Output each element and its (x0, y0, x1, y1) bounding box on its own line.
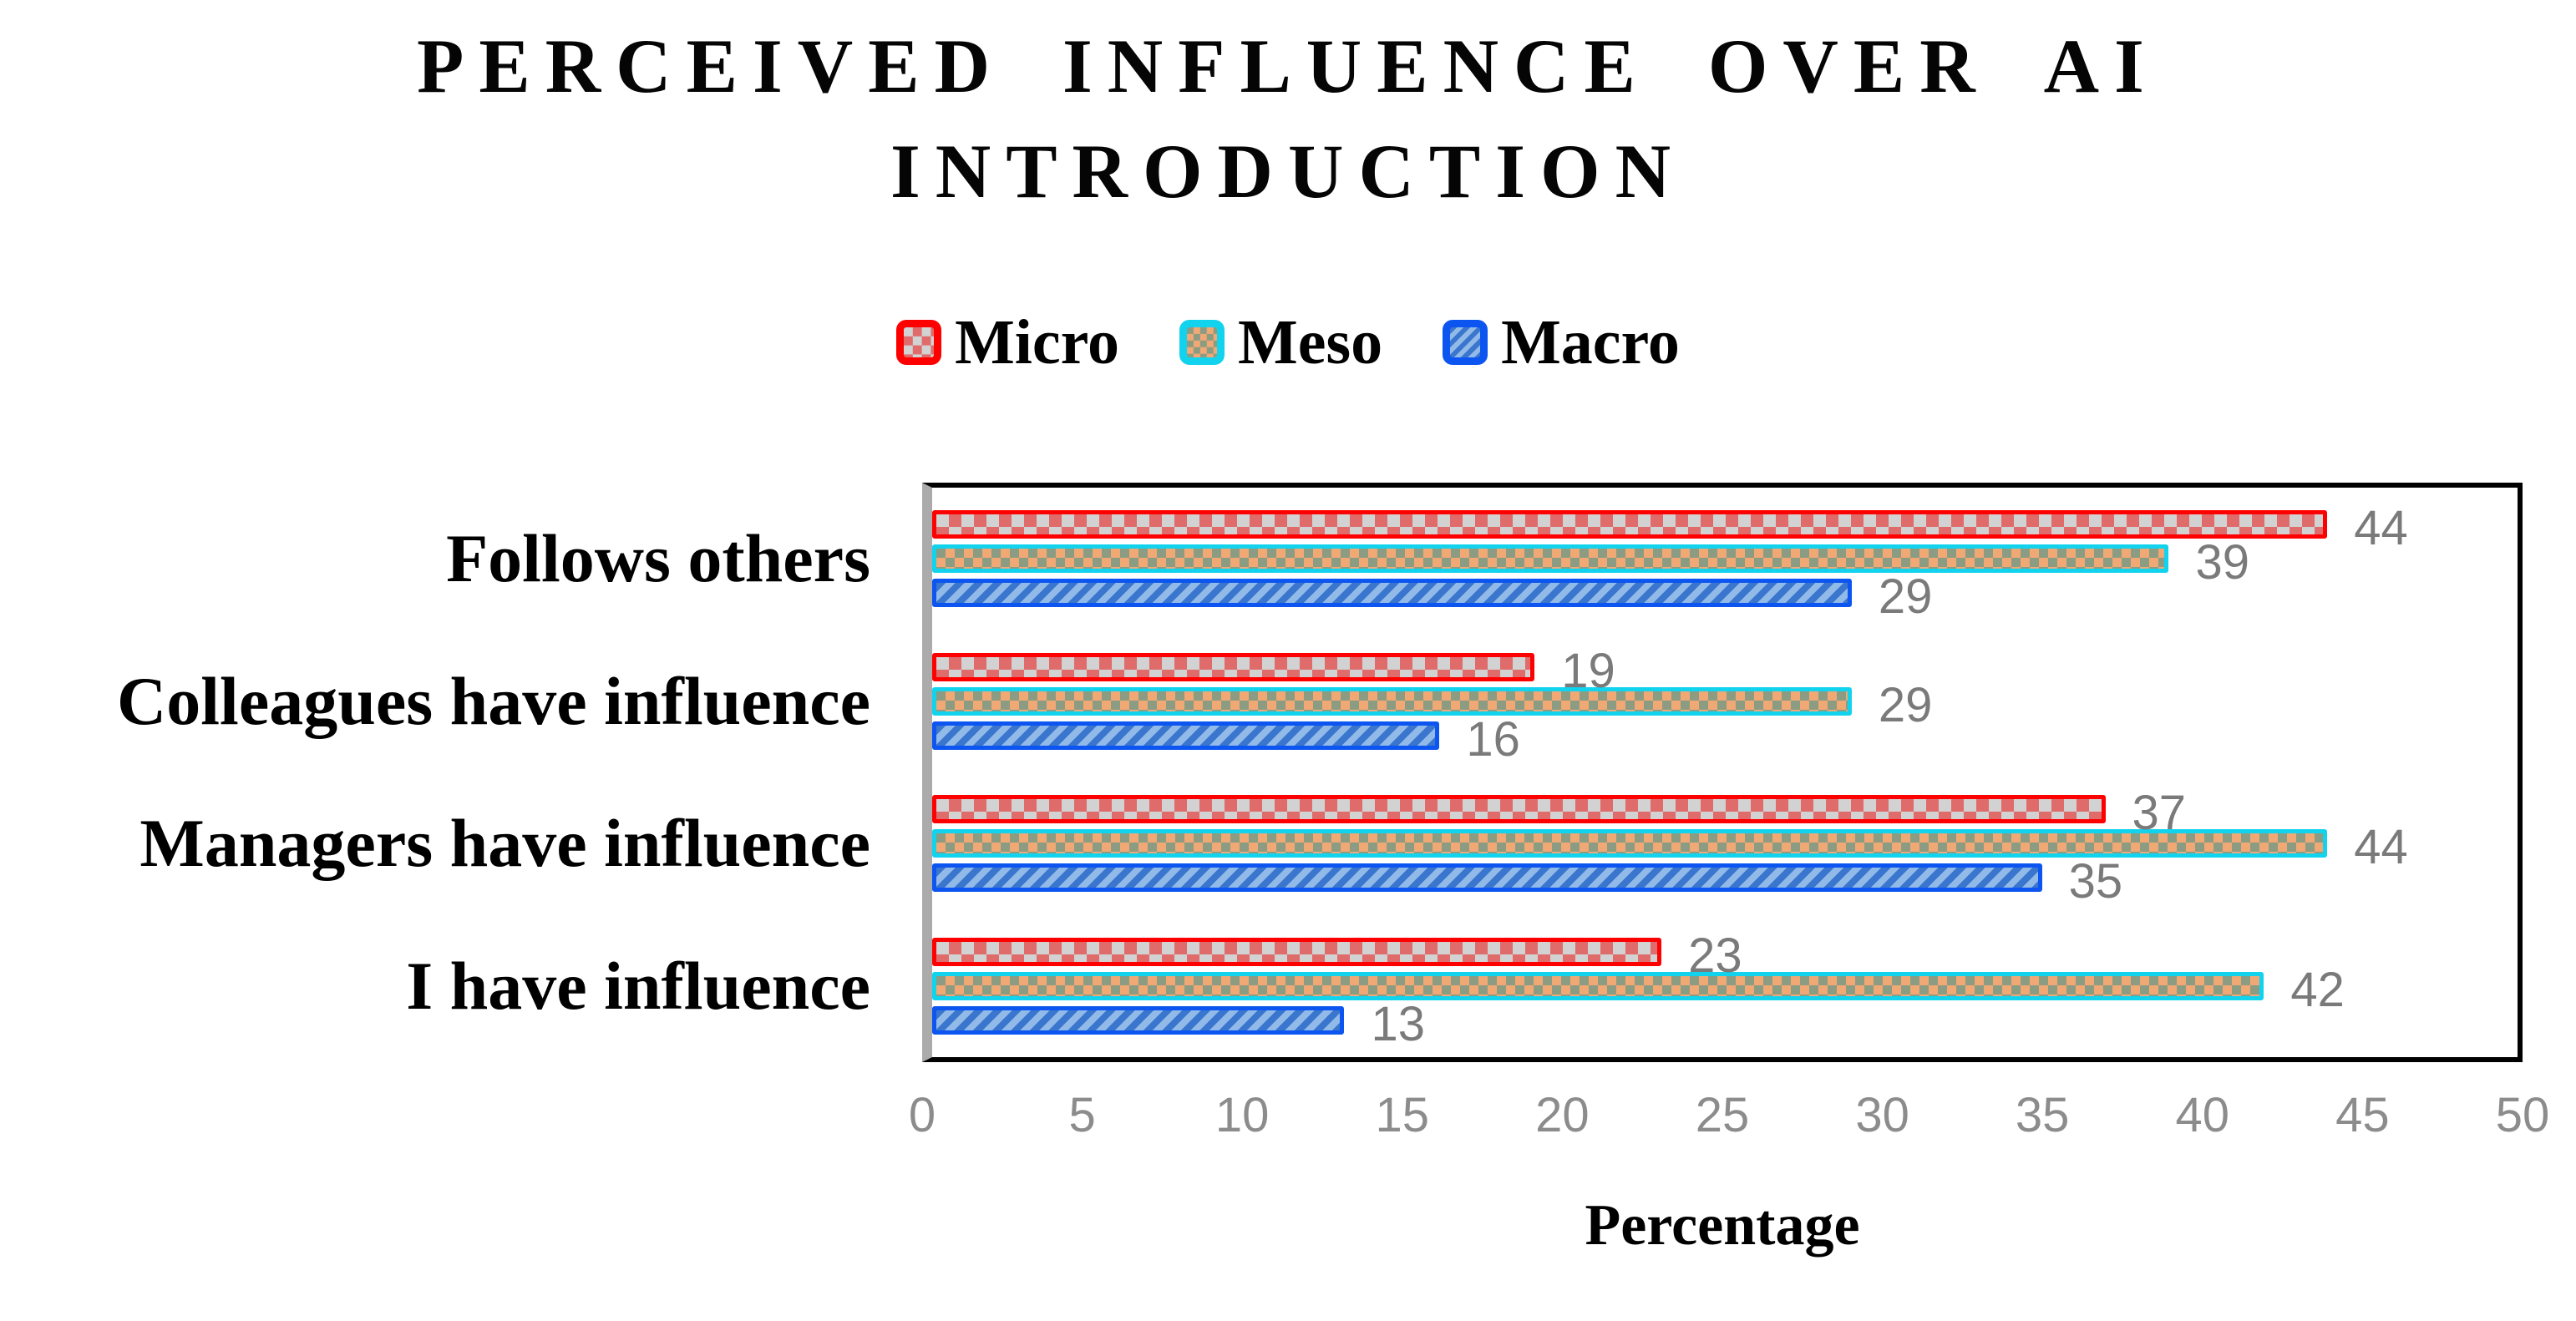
bar-meso-3 (932, 829, 2328, 858)
x-tick-40: 40 (2175, 1088, 2230, 1142)
legend-swatch-micro (896, 320, 942, 365)
legend-swatch-meso (1179, 320, 1225, 365)
bar-micro-4 (932, 937, 1662, 966)
legend-item-micro: Micro (896, 311, 1119, 374)
bar-meso-2 (932, 686, 1852, 716)
legend-item-meso: Meso (1179, 311, 1382, 374)
category-label-3: Managers have influence (139, 805, 870, 882)
x-tick-15: 15 (1375, 1088, 1430, 1142)
chart-title-line2: INTRODUCTION (890, 129, 1686, 214)
value-label: 44 (2354, 820, 2408, 875)
value-label: 13 (1371, 996, 1425, 1051)
category-label-4: I have influence (406, 947, 870, 1024)
category-label-1: Follows others (446, 520, 870, 597)
value-label: 19 (1561, 643, 1615, 698)
bar-row: 29 (932, 573, 2518, 621)
x-axis-ticks: 0 5 10 15 20 25 30 35 40 45 50 (909, 1087, 2549, 1147)
bar-row: 29 (932, 681, 2518, 729)
legend-swatch-macro (1443, 320, 1488, 365)
bar-group-3: 37 44 35 (932, 772, 2518, 915)
bar-row: 35 (932, 858, 2518, 906)
bar-macro-3 (932, 863, 2042, 893)
chart-title: PERCEIVED INFLUENCE OVER AI INTRODUCTION (0, 13, 2576, 224)
value-label: 29 (1878, 569, 1933, 625)
x-tick-35: 35 (2015, 1088, 2070, 1142)
legend-label-meso: Meso (1238, 307, 1383, 377)
bar-macro-2 (932, 721, 1440, 750)
x-tick-10: 10 (1214, 1088, 1270, 1142)
bar-row: 44 (932, 504, 2518, 553)
bar-micro-2 (932, 652, 1535, 681)
value-label: 16 (1466, 711, 1520, 767)
bar-row: 23 (932, 931, 2518, 979)
x-axis-label: Percentage (1585, 1193, 1860, 1258)
value-label: 37 (2132, 786, 2187, 841)
bar-row: 37 (932, 789, 2518, 838)
category-label-2: Colleagues have influence (117, 662, 870, 739)
x-tick-30: 30 (1855, 1088, 1909, 1142)
bar-row: 39 (932, 539, 2518, 587)
legend-label-macro: Macro (1501, 307, 1680, 377)
bar-row: 19 (932, 646, 2518, 695)
x-tick-5: 5 (1068, 1088, 1096, 1142)
x-tick-0: 0 (908, 1088, 936, 1142)
value-label: 44 (2354, 501, 2408, 556)
x-tick-20: 20 (1535, 1088, 1590, 1142)
bar-macro-1 (932, 579, 1852, 608)
x-tick-50: 50 (2495, 1088, 2550, 1142)
plot-area: 44 39 29 19 29 16 37 44 35 23 42 13 (922, 483, 2523, 1062)
value-label: 29 (1878, 677, 1933, 732)
value-label: 42 (2290, 962, 2345, 1017)
bar-row: 13 (932, 1000, 2518, 1048)
x-tick-45: 45 (2335, 1088, 2390, 1142)
legend: Micro Meso Macro (0, 311, 2576, 374)
bar-meso-4 (932, 971, 2264, 1000)
x-tick-25: 25 (1695, 1088, 1750, 1142)
bar-group-4: 23 42 13 (932, 915, 2518, 1058)
value-label: 23 (1688, 928, 1742, 983)
bar-group-2: 19 29 16 (932, 630, 2518, 773)
chart-title-line1: PERCEIVED INFLUENCE OVER AI (417, 23, 2159, 109)
legend-label-micro: Micro (955, 307, 1120, 377)
bar-meso-1 (932, 544, 2169, 574)
legend-item-macro: Macro (1443, 311, 1680, 374)
bar-row: 44 (932, 823, 2518, 872)
value-label: 35 (2068, 854, 2123, 909)
bar-micro-3 (932, 795, 2106, 824)
bar-group-1: 44 39 29 (932, 488, 2518, 630)
bar-row: 42 (932, 965, 2518, 1014)
bar-row: 16 (932, 715, 2518, 763)
bar-micro-1 (932, 510, 2328, 539)
bar-macro-4 (932, 1005, 1345, 1035)
value-label: 39 (2195, 535, 2249, 590)
